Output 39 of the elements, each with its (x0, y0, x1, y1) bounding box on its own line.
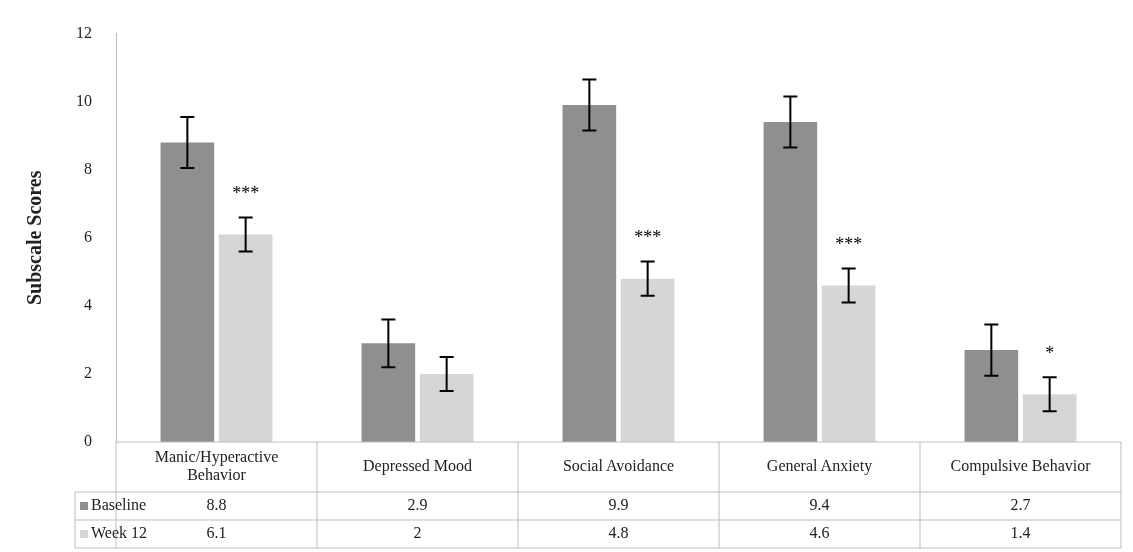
y-axis-title: Subscale Scores (23, 170, 46, 306)
bar (763, 122, 818, 442)
bar (620, 278, 675, 442)
x-tick-label: General Anxiety (766, 457, 873, 476)
data-label: 2.9 (407, 496, 428, 514)
x-tick-label: Depressed Mood (363, 457, 472, 476)
data-label: 9.4 (809, 496, 830, 514)
data-label: 1.4 (1010, 524, 1031, 542)
legend-label: Baseline (91, 496, 147, 514)
x-tick-label: Compulsive Behavior (950, 457, 1092, 476)
x-tick-label: Social Avoidance (562, 457, 675, 475)
y-tick-label: 8 (84, 159, 92, 177)
y-tick-label: 10 (76, 91, 92, 109)
bar (218, 234, 273, 442)
data-label: 4.6 (809, 524, 830, 542)
bar (964, 350, 1019, 442)
legend-label: Week 12 (91, 524, 148, 542)
x-tick-label: Manic/Hyperactive Behavior (154, 448, 279, 484)
bar (562, 105, 617, 442)
y-tick-label: 12 (76, 23, 92, 41)
annotation: *** (835, 233, 863, 254)
bar (419, 373, 474, 442)
y-tick-label: 0 (84, 432, 92, 450)
annotation: *** (634, 226, 662, 247)
y-tick-label: 6 (84, 228, 92, 245)
bar (821, 285, 876, 442)
bar (361, 343, 416, 442)
annotation: *** (232, 182, 260, 203)
bar (1022, 394, 1077, 442)
data-label: 4.8 (608, 524, 629, 542)
data-label: 9.9 (608, 496, 629, 514)
bar (160, 142, 215, 442)
data-label: 8.8 (206, 496, 227, 514)
annotation: * (1045, 342, 1055, 363)
y-tick-label: 2 (84, 364, 92, 382)
data-label: 2.7 (1010, 496, 1031, 514)
data-label: 6.1 (206, 524, 227, 542)
y-tick-label: 4 (84, 296, 92, 314)
data-label: 2 (413, 524, 422, 542)
